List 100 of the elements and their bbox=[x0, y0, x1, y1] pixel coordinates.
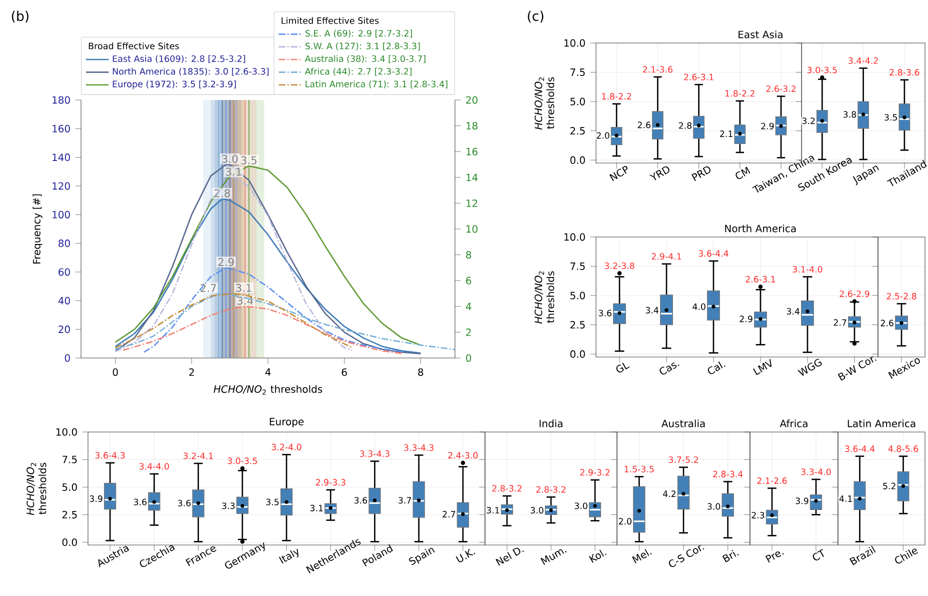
annotation: 3.4 bbox=[646, 306, 658, 314]
annotation: 2.8 bbox=[214, 189, 230, 198]
annotation: 3.2-4.0 bbox=[272, 444, 302, 450]
y-tick-label: 5.0 bbox=[62, 483, 77, 491]
annotation: 3.5 bbox=[266, 498, 279, 506]
annotation: 1.5-3.5 bbox=[624, 466, 654, 472]
x-axis-title: HCHO/NO$_{2}$ thresholds bbox=[214, 385, 322, 395]
annotation: 3.5 bbox=[241, 156, 256, 164]
y-tick-label: 2.5 bbox=[62, 510, 77, 518]
annotation: 3.0 bbox=[530, 506, 544, 514]
y2-tick-label: 12 bbox=[466, 199, 478, 207]
y-tick-label: 60 bbox=[58, 268, 70, 276]
annotation: 3.0-3.5 bbox=[807, 66, 837, 74]
annotation: 3.6 bbox=[178, 500, 191, 506]
annotation: 2.8-3.2 bbox=[536, 486, 566, 493]
legend-label: East Asia (1609): 2.8 [2.5-3.2] bbox=[112, 55, 246, 64]
y-tick-label: 120 bbox=[52, 182, 70, 190]
annotation: 3.2 bbox=[802, 118, 815, 124]
annotation: 2.8-3.6 bbox=[890, 69, 920, 76]
y-tick-label: 40 bbox=[58, 296, 70, 304]
y2-tick-label: 2 bbox=[466, 328, 471, 336]
x-tick-label: Mum. bbox=[540, 549, 567, 565]
x-tick-label: U.K. bbox=[456, 548, 476, 562]
y-tick-label: 140 bbox=[52, 154, 70, 162]
annotation: 2.5-2.8 bbox=[886, 292, 916, 300]
annotation: 2.3 bbox=[752, 512, 764, 518]
y-tick-label: 7.5 bbox=[570, 262, 585, 270]
y-axis-title: Frequency [#] bbox=[32, 194, 42, 264]
annotation: 3.1 bbox=[226, 168, 242, 176]
x-tick-label: YRD bbox=[649, 166, 670, 180]
legend-label: Latin America (71): 3.1 [2.8-3.4] bbox=[306, 80, 448, 88]
annotation: 2.1-3.6 bbox=[642, 66, 672, 73]
annotation: 2.9 bbox=[218, 258, 234, 266]
y-tick-label: 0.0 bbox=[570, 156, 585, 164]
annotation: 3.0 bbox=[708, 503, 720, 510]
y-tick-label: 2.5 bbox=[570, 127, 585, 135]
y-tick-label: 0.0 bbox=[570, 350, 585, 358]
annotation: 2.7 bbox=[200, 284, 216, 292]
legend-label: S.E. A (69): 2.9 [2.7-3.2] bbox=[305, 30, 412, 38]
annotation: 2.0 bbox=[596, 132, 610, 139]
x-tick-label: Pre. bbox=[765, 551, 784, 563]
y-tick-label: 5.0 bbox=[570, 292, 585, 300]
y-tick-label: 80 bbox=[58, 240, 70, 248]
chart-title: Africa bbox=[780, 420, 808, 428]
legend-label: Australia (38): 3.4 [3.0-3.7] bbox=[304, 55, 426, 64]
x-tick-label: GL bbox=[616, 362, 630, 372]
annotation: 2.6-3.2 bbox=[766, 85, 796, 92]
text: (c) bbox=[528, 10, 544, 23]
legend-label: S.W. A (127): 3.1 [2.8-3.3] bbox=[305, 42, 420, 50]
x-tick-label: B-W Cor. bbox=[838, 356, 877, 381]
annotation: 2.9-4.1 bbox=[652, 253, 682, 260]
y2-tick-label: 8 bbox=[466, 251, 472, 259]
annotation: 2.8-3.4 bbox=[713, 470, 743, 478]
chart-title: India bbox=[540, 420, 562, 428]
annotation: 3.4-4.0 bbox=[139, 463, 169, 470]
annotation: 1.8-2.2 bbox=[726, 90, 754, 97]
x-tick-label: 0 bbox=[112, 368, 118, 376]
chart-title: Australia bbox=[661, 420, 705, 428]
annotation: 2.8 bbox=[678, 122, 692, 129]
x-tick-label: 4 bbox=[265, 368, 271, 376]
annotation: 2.7 bbox=[442, 510, 456, 518]
y2-tick-label: 20 bbox=[466, 96, 478, 104]
annotation: 2.6-3.1 bbox=[746, 276, 776, 282]
annotation: 5.2 bbox=[883, 482, 896, 490]
x-tick-label: CM bbox=[736, 166, 750, 180]
annotation: 2.6-2.9 bbox=[840, 290, 870, 298]
y-tick-label: 180 bbox=[52, 96, 70, 104]
legend-title: Broad Effective Sites bbox=[88, 42, 179, 50]
annotation: 3.1 bbox=[310, 504, 323, 512]
x-tick-label: 2 bbox=[189, 368, 194, 376]
annotation: 3.4 bbox=[237, 296, 253, 305]
x-tick-label: NCP bbox=[609, 166, 628, 182]
annotation: 3.2-4.1 bbox=[184, 452, 213, 460]
y2-tick-label: 10 bbox=[466, 225, 478, 233]
annotation: 4.1 bbox=[839, 496, 852, 502]
annotation: 3.7 bbox=[398, 497, 411, 504]
y2-tick-label: 18 bbox=[466, 122, 478, 130]
x-tick-label: Bri. bbox=[722, 550, 739, 562]
annotation: 2.0 bbox=[618, 518, 632, 525]
x-tick-label: C-S Cor. bbox=[668, 544, 704, 568]
annotation: 3.6-4.4 bbox=[845, 445, 875, 452]
annotation: 1.8-2.2 bbox=[602, 93, 632, 100]
chart-title: East Asia bbox=[738, 30, 782, 38]
text: Limited Effective Sites bbox=[282, 17, 379, 24]
annotation: 3.1 bbox=[486, 506, 500, 514]
annotation: 2.9 bbox=[740, 316, 752, 322]
annotation: 3.0-3.5 bbox=[228, 458, 257, 464]
annotation: 3.0 bbox=[574, 502, 588, 510]
x-tick-label: Mel. bbox=[632, 548, 652, 564]
y-tick-label: 10.0 bbox=[564, 233, 585, 241]
annotation: 3.1 bbox=[236, 284, 252, 292]
y-tick-label: 0.0 bbox=[62, 538, 77, 546]
legend-label: North America (1835): 3.0 [2.6-3.3] bbox=[112, 68, 269, 76]
chart-title: Europe bbox=[270, 418, 304, 428]
annotation: 3.3 bbox=[222, 502, 235, 510]
annotation: 3.7-5.2 bbox=[668, 456, 698, 463]
annotation: 4.8-5.6 bbox=[888, 445, 918, 452]
annotation: 3.5 bbox=[884, 114, 897, 121]
text: (b) bbox=[12, 10, 28, 23]
annotation: 3.6-4.3 bbox=[95, 452, 125, 459]
